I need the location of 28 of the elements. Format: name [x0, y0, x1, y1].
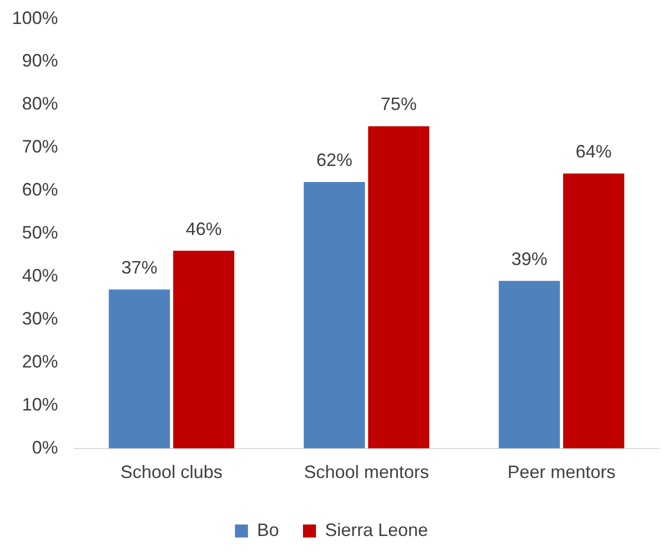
bar: [108, 289, 170, 448]
bar: [498, 280, 560, 448]
y-tick-label: 50%: [22, 222, 58, 243]
data-label: 64%: [576, 141, 612, 162]
y-tick-label: 80%: [22, 94, 58, 114]
y-tick-label: 100%: [12, 8, 58, 28]
data-label: 75%: [380, 94, 417, 114]
data-label: 39%: [511, 248, 548, 269]
legend-label: Bo: [256, 520, 279, 540]
y-tick-label: 40%: [22, 266, 58, 286]
bar: [173, 250, 234, 448]
y-tick-label: 60%: [22, 180, 58, 200]
y-tick-label: 70%: [22, 136, 58, 157]
bar: [304, 182, 365, 448]
y-tick-label: 90%: [22, 50, 58, 71]
y-tick-label: 10%: [22, 394, 58, 414]
bar: [563, 173, 624, 448]
y-tick-label: 20%: [22, 351, 58, 372]
y-tick-label: 0%: [32, 437, 58, 458]
data-label: 37%: [121, 257, 158, 278]
data-label: 62%: [316, 150, 352, 170]
bar: [368, 126, 430, 448]
x-tick-label: Peer mentors: [507, 462, 616, 482]
x-tick-label: School mentors: [304, 462, 430, 482]
x-tick-label: School clubs: [120, 462, 223, 482]
y-tick-label: 30%: [22, 308, 58, 328]
legend-label: Sierra Leone: [324, 520, 428, 540]
data-label: 46%: [186, 218, 222, 239]
